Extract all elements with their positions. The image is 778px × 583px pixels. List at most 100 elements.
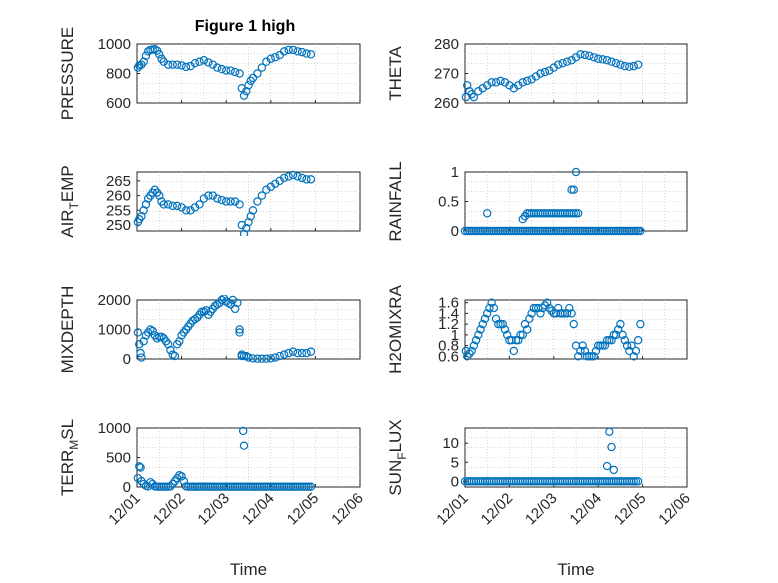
data-point [509,346,519,356]
data-point [514,336,523,345]
data-point [297,47,307,57]
data-point [589,53,598,62]
data-point [483,209,492,218]
data-point [170,351,180,361]
data-point [633,477,643,486]
data-point [633,336,643,345]
data-point [297,348,307,358]
data-point [585,51,594,61]
data-point [629,352,638,361]
figure-title: Figure 1 high [195,18,295,35]
y-tick-label: 1 [451,164,459,181]
y-tick-label: 0.6 [438,348,459,365]
data-point [483,309,492,318]
data-point [166,482,175,491]
x-tick-label: 12/05 [611,490,650,529]
data-point [302,482,311,491]
data-point [591,346,601,356]
data-point [190,314,200,324]
y-tick-label: 270 [434,66,459,83]
data-point [562,57,572,66]
data-point [636,226,645,236]
data-point [576,346,585,356]
data-point [230,67,240,77]
data-point [631,477,641,486]
data-point [155,332,164,342]
data-point [155,50,164,59]
data-point [248,206,258,215]
data-point [237,351,247,361]
data-series [133,426,316,491]
data-point [605,427,614,437]
data-point [558,309,567,318]
data-point [465,349,474,358]
data-point [235,200,244,209]
data-point [293,172,302,181]
grid [465,172,687,231]
y-axis-label: AIRTEMP [58,165,81,238]
data-point [627,341,636,350]
data-point [594,54,603,63]
axes-pressure: 600 800 1000 PRESSURE [58,27,361,120]
x-tick-label: 12/06 [328,490,367,529]
data-point [204,191,213,200]
data-point [469,92,479,102]
data-point [489,303,499,313]
data-point [574,352,583,361]
data-point [213,300,222,309]
y-tick-label: 0 [451,223,459,240]
data-point [166,345,175,355]
data-point [631,226,641,236]
data-point [221,66,231,75]
grid [137,300,360,359]
data-point [172,201,182,211]
y-tick-label: 1 [451,327,459,344]
data-point [213,63,222,72]
data-point [195,57,204,66]
data-point [522,76,532,86]
data-point [629,477,638,486]
data-point [179,476,189,486]
x-axis-label: Time [557,560,594,579]
data-point [540,67,550,77]
y-tick-label: 1000 [98,36,131,53]
data-point [248,73,258,83]
data-series [133,44,316,100]
data-point [471,336,481,345]
data-point [136,348,145,358]
data-point [235,328,244,337]
x-axis-label: Time [230,560,267,579]
data-point [257,354,267,363]
data-point [476,325,485,334]
grid [137,172,360,231]
data-point [613,325,623,334]
data-point [238,426,248,436]
data-point [181,206,191,215]
y-tick-label: 0 [123,479,131,496]
data-point [190,58,200,68]
data-point [217,295,226,305]
data-point [288,45,298,55]
data-point [146,478,155,487]
data-point [585,352,594,361]
data-point [580,346,590,356]
data-point [288,170,298,180]
data-point [177,61,186,70]
x-tick-label: 12/03 [194,490,233,529]
data-point [616,60,625,69]
data-point [625,62,634,71]
y-axis-label: RAINFALL [386,161,405,241]
data-point [602,461,612,471]
data-point [633,226,643,236]
data-point [620,61,630,71]
data-point [199,56,209,65]
data-point [168,201,177,211]
data-point [233,298,242,308]
data-point [518,330,527,340]
y-tick-label: 800 [106,66,131,83]
data-point [554,60,563,69]
data-point [474,330,483,340]
axes-mixdepth: 0 1000 2000 MIXDEPTH [58,286,361,373]
data-point [172,60,182,69]
data-point [567,309,576,318]
